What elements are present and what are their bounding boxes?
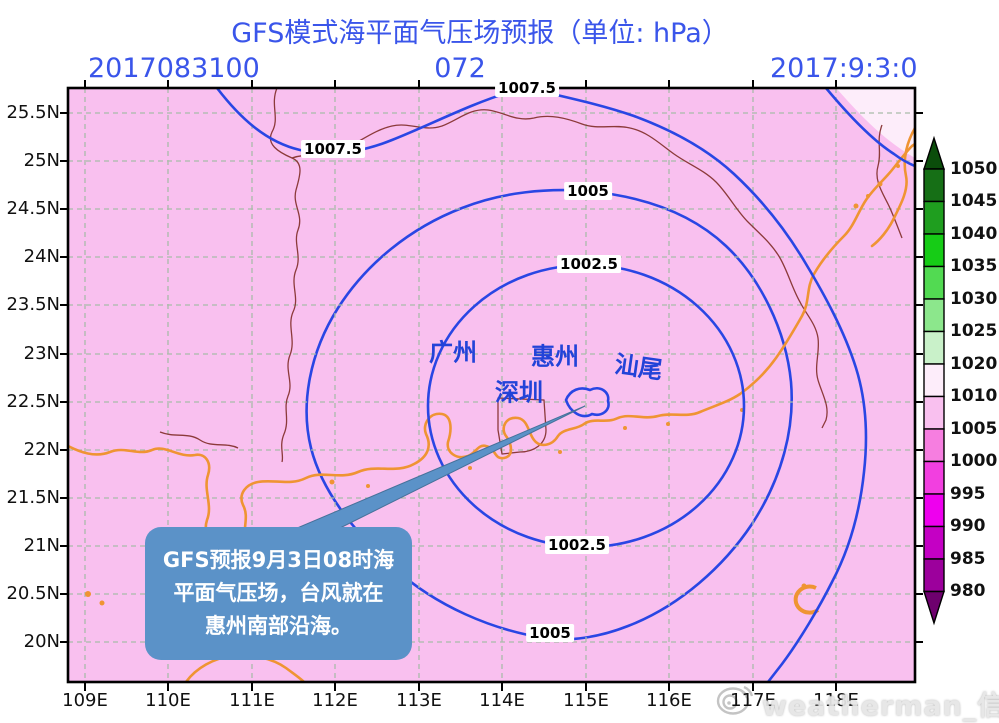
lon-label: 117E (730, 690, 776, 711)
colorbar-segment (923, 525, 945, 560)
isobar-label: 1005 (526, 624, 574, 642)
lon-label: 116E (646, 690, 692, 711)
axis-ticks-right (915, 112, 923, 643)
lon-label: 110E (145, 690, 191, 711)
colorbar-segment (923, 265, 945, 300)
axis-ticks-left (60, 112, 68, 643)
annotation-line: GFS预报9月3日08时海 (162, 548, 395, 572)
colorbar-label: 985 (950, 549, 986, 569)
colorbar-label: 1020 (950, 354, 998, 374)
annotation-line: 平面气压场，台风就在 (173, 581, 384, 605)
lat-label: 23.5N (6, 294, 60, 315)
lat-label: 20.5N (6, 583, 60, 604)
city-label-shenzhen: 深圳 (495, 378, 543, 407)
lon-label: 115E (563, 690, 609, 711)
colorbar-segment (923, 558, 945, 593)
colorbar-segment (923, 168, 945, 203)
lat-label: 20N (23, 631, 60, 652)
lon-label: 109E (62, 690, 108, 711)
colorbar-label: 1050 (950, 159, 998, 179)
axis-ticks-bottom (84, 682, 837, 691)
colorbar-segment (923, 493, 945, 528)
lat-label: 25N (23, 150, 60, 171)
valid-time: 2017:9:3:0 (770, 53, 918, 84)
colorbar-label: 995 (950, 484, 986, 504)
colorbar-label: 1035 (950, 256, 998, 276)
colorbar-label: 990 (950, 516, 986, 536)
isobar-label: 1007.5 (495, 79, 559, 97)
province-border-north (291, 109, 828, 429)
lat-label: 25.5N (6, 102, 60, 123)
small-islands (85, 164, 900, 606)
coastline-east-edge (870, 126, 915, 248)
colorbar-arrow-bottom (923, 590, 945, 626)
province-border-west (269, 88, 301, 463)
colorbar-label: 1040 (950, 224, 998, 244)
colorbar-segment (923, 298, 945, 333)
annotation-line: 惠州南部沿海。 (205, 614, 352, 638)
city-label-shanwei: 汕尾 (612, 350, 665, 385)
colorbar-label: 1000 (950, 451, 998, 471)
isobar-1010 (825, 88, 915, 168)
colorbar-label: 1030 (950, 289, 998, 309)
province-border-southwest (159, 431, 239, 449)
lon-label: 112E (312, 690, 358, 711)
lat-label: 22.5N (6, 391, 60, 412)
colorbar-label: 1045 (950, 191, 998, 211)
isobar-label: 1002.5 (545, 536, 609, 554)
lat-label: 22N (23, 439, 60, 460)
colorbar-label: 1025 (950, 321, 998, 341)
map-frame (66, 86, 917, 684)
lat-label: 24.5N (6, 198, 60, 219)
annotation-callout: GFS预报9月3日08时海 平面气压场，台风就在 惠州南部沿海。 (145, 527, 412, 660)
isobar-label: 1002.5 (557, 255, 621, 273)
colorbar-segment (923, 395, 945, 430)
colorbar-segment (923, 200, 945, 235)
watermark-handle: weatherman_信欣 (762, 691, 999, 722)
colorbar-segment (923, 330, 945, 365)
lon-label: 111E (229, 690, 275, 711)
lat-label: 24N (23, 246, 60, 267)
colorbar-segment (923, 460, 945, 495)
city-label-guangzhou: 广州 (429, 338, 477, 367)
lon-label: 114E (479, 690, 525, 711)
colorbar-label: 980 (950, 581, 986, 601)
forecast-hour: 072 (434, 53, 486, 84)
isobar-label: 1007.5 (301, 140, 365, 158)
lon-label: 113E (396, 690, 442, 711)
colorbar-segment (923, 233, 945, 268)
lat-label: 23N (23, 343, 60, 364)
atoll-ring (793, 584, 820, 615)
isobar-1007p5 (215, 88, 868, 682)
high-pressure-corner-fill (836, 88, 915, 158)
colorbar-label: 1005 (950, 419, 998, 439)
page-title: GFS模式海平面气压场预报（单位: hPa） (231, 18, 729, 49)
city-label-huizhou: 惠州 (531, 342, 579, 371)
lat-label: 21N (23, 535, 60, 556)
colorbar-segment (923, 428, 945, 463)
colorbar-label: 1010 (950, 386, 998, 406)
colorbar-arrow-top (923, 135, 945, 170)
colorbar-segment (923, 363, 945, 398)
lon-label: 118E (813, 690, 859, 711)
weibo-icon (716, 685, 754, 715)
isobar-low-center (564, 387, 610, 418)
isobar-label: 1005 (564, 182, 612, 200)
colorbar (923, 135, 945, 626)
init-time: 2017083100 (88, 53, 260, 84)
lat-label: 21.5N (6, 487, 60, 508)
